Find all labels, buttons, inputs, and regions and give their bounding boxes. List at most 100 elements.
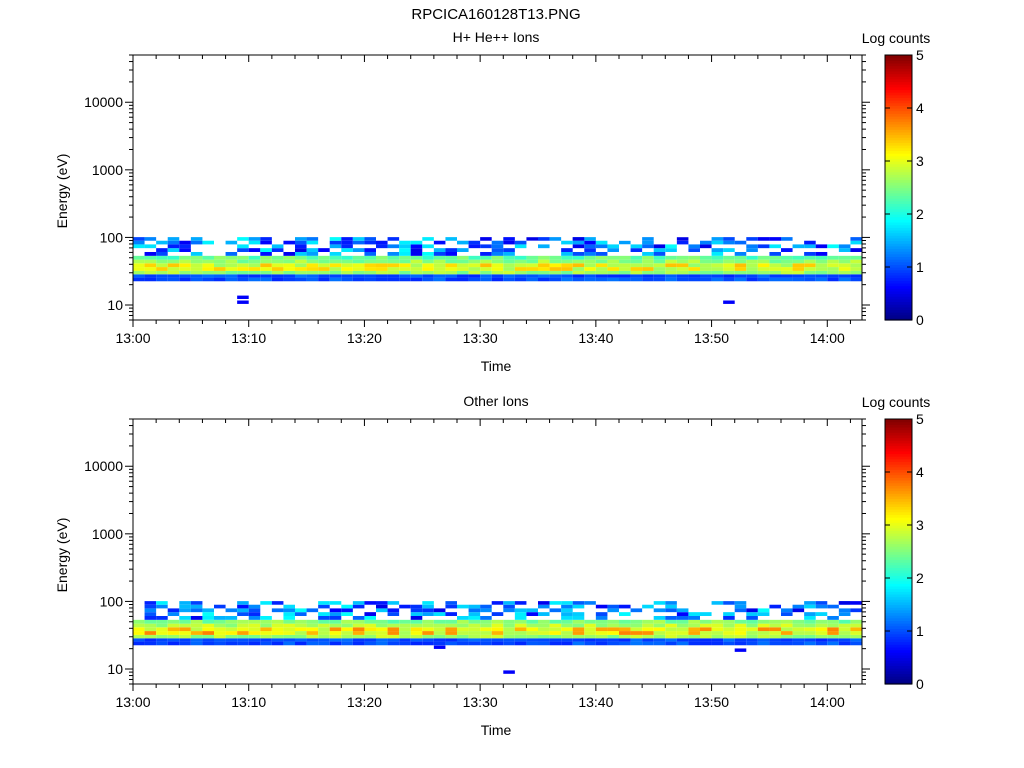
heatmap-cell: [804, 601, 816, 605]
heatmap-cell: [734, 648, 747, 652]
heatmap-cell: [491, 641, 504, 646]
heatmap-cell: [711, 270, 724, 275]
heatmap-cell: [804, 255, 816, 260]
heatmap-cell: [144, 641, 157, 646]
heatmap-cell: [757, 638, 770, 642]
colorbar-segment: [885, 596, 912, 600]
colorbar-segment: [885, 187, 912, 191]
colorbar-segment: [885, 448, 912, 452]
heatmap-cell: [179, 623, 191, 628]
heatmap-cell: [595, 612, 608, 616]
heatmap-cell: [619, 638, 631, 642]
heatmap-cell: [295, 263, 307, 268]
heatmap-cell: [457, 259, 469, 264]
heatmap-cell: [850, 608, 862, 613]
heatmap-cell: [167, 277, 180, 282]
heatmap-cell: [433, 240, 446, 245]
heatmap-cell: [468, 240, 481, 245]
heatmap-cell: [723, 619, 735, 624]
heatmap-cell: [225, 623, 238, 628]
colorbar-segment: [885, 65, 912, 69]
heatmap-cell: [595, 619, 608, 624]
heatmap-cell: [526, 270, 538, 275]
heatmap-cell: [815, 604, 828, 609]
heatmap-cell: [792, 631, 805, 635]
heatmap-cell: [538, 627, 550, 632]
heatmap-cell: [700, 267, 712, 271]
heatmap-cell: [167, 244, 180, 249]
heatmap-cell: [676, 237, 689, 241]
heatmap-cell: [838, 244, 851, 249]
heatmap-cell: [723, 255, 735, 260]
heatmap-cell: [688, 274, 700, 278]
heatmap-cell: [757, 619, 770, 624]
y-axis-label: Energy (eV): [54, 154, 70, 229]
heatmap-cell: [746, 615, 758, 620]
heatmap-cell: [653, 615, 666, 620]
heatmap-cell: [676, 240, 689, 245]
colorbar-segment: [885, 540, 912, 545]
heatmap-cell: [688, 277, 700, 282]
heatmap-cell: [676, 270, 689, 275]
heatmap-cell: [584, 267, 596, 271]
heatmap-cell: [827, 259, 839, 264]
heatmap-cell: [850, 601, 862, 605]
heatmap-cell: [804, 259, 816, 264]
colorbar-tick-label: 1: [916, 259, 924, 275]
heatmap-cell: [144, 631, 157, 635]
heatmap-cell: [619, 263, 631, 268]
heatmap-cell: [781, 638, 793, 642]
heatmap-cell: [746, 237, 758, 241]
heatmap-cell: [503, 670, 515, 674]
heatmap-cell: [318, 638, 330, 642]
heatmap-cell: [642, 631, 654, 635]
colorbar-segment: [885, 466, 912, 470]
heatmap-cell: [214, 615, 226, 620]
heatmap-cell: [341, 270, 353, 275]
colorbar-segment: [885, 92, 912, 96]
x-tick-label: 13:30: [463, 694, 498, 710]
heatmap-cell: [607, 274, 619, 278]
heatmap-cell: [746, 608, 758, 613]
colorbar-segment: [885, 641, 912, 645]
heatmap-cell: [653, 623, 666, 628]
heatmap-cell: [688, 270, 700, 275]
colorbar-segment: [885, 673, 912, 677]
heatmap-cell: [271, 638, 284, 642]
heatmap-cell: [260, 277, 272, 282]
heatmap-cell: [723, 641, 735, 646]
heatmap-cell: [850, 255, 862, 260]
heatmap-cell: [572, 615, 585, 620]
heatmap-cell: [711, 248, 724, 252]
heatmap-cell: [769, 244, 781, 249]
heatmap-cell: [549, 641, 562, 646]
heatmap-cell: [503, 641, 515, 646]
heatmap-cell: [156, 634, 168, 639]
heatmap-cell: [769, 259, 781, 264]
heatmap-cell: [387, 619, 400, 624]
heatmap-cell: [781, 255, 793, 260]
heatmap-cell: [514, 267, 527, 271]
heatmap-cell: [237, 601, 249, 605]
heatmap-cell: [156, 259, 168, 264]
colorbar-segment: [885, 506, 912, 510]
colorbar-segment: [885, 530, 912, 534]
heatmap-cell: [144, 274, 157, 278]
heatmap-cell: [271, 255, 284, 260]
heatmap-cell: [734, 619, 747, 624]
heatmap-cell: [271, 274, 284, 278]
heatmap-cell: [688, 627, 700, 632]
colorbar-segment: [885, 477, 912, 481]
heatmap-cell: [711, 277, 724, 282]
colorbar-segment: [885, 94, 912, 98]
heatmap-cell: [202, 267, 214, 271]
heatmap-cell: [422, 277, 434, 282]
heatmap-cell: [549, 638, 562, 642]
colorbar-segment: [885, 617, 912, 621]
colorbar-segment: [885, 631, 912, 635]
heatmap-cell: [295, 248, 307, 252]
heatmap-cell: [514, 259, 527, 264]
colorbar-segment: [885, 256, 912, 260]
heatmap-cell: [526, 612, 538, 616]
heatmap-cell: [480, 608, 492, 613]
